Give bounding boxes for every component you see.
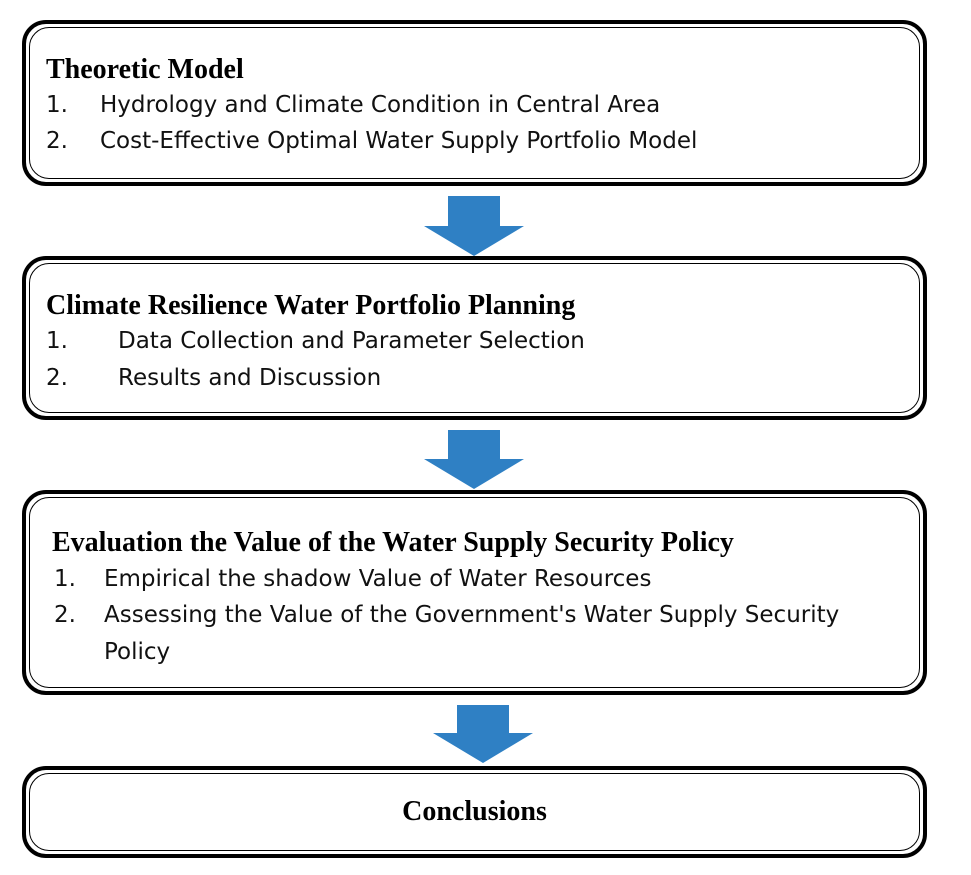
- item-text: Cost-Effective Optimal Water Supply Port…: [100, 128, 698, 154]
- step-box-evaluation: [22, 490, 927, 695]
- step-item: 1. Hydrology and Climate Condition in Ce…: [46, 87, 660, 124]
- item-text: Hydrology and Climate Condition in Centr…: [100, 92, 661, 118]
- step-item: 2. Assessing the Value of the Government…: [54, 597, 894, 671]
- step-title: Evaluation the Value of the Water Supply…: [52, 527, 734, 558]
- item-number: 1.: [54, 566, 76, 592]
- step-item: 1. Empirical the shadow Value of Water R…: [54, 561, 651, 598]
- step-box-conclusions: [22, 766, 927, 858]
- step-box-climate-resilience: [22, 256, 927, 420]
- step-title: Climate Resilience Water Portfolio Plann…: [46, 290, 576, 321]
- item-number: 2.: [46, 128, 68, 154]
- item-number: 2.: [54, 602, 76, 628]
- step-title: Conclusions: [402, 796, 547, 827]
- item-number: 1.: [46, 92, 68, 118]
- step-box-theoretic-model: [22, 20, 927, 186]
- item-text: Results and Discussion: [118, 365, 382, 391]
- item-text: Data Collection and Parameter Selection: [118, 328, 585, 354]
- item-text: Assessing the Value of the Government's …: [104, 602, 840, 665]
- step-title: Theoretic Model: [46, 54, 244, 85]
- item-number: 1.: [46, 328, 68, 354]
- item-text: Empirical the shadow Value of Water Reso…: [104, 566, 652, 592]
- step-item: 2. Cost-Effective Optimal Water Supply P…: [46, 123, 697, 160]
- step-item: 2. Results and Discussion: [46, 360, 381, 397]
- step-item: 1. Data Collection and Parameter Selecti…: [46, 323, 585, 360]
- item-number: 2.: [46, 365, 68, 391]
